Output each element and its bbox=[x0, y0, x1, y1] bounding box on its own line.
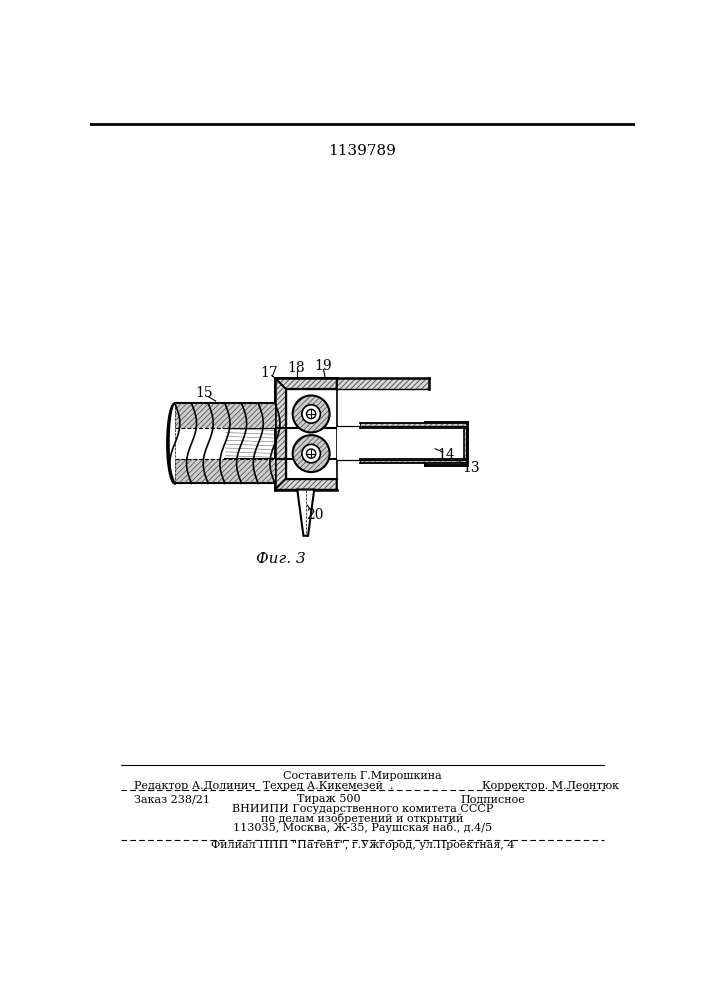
Text: по делам изобретений и открытий: по делам изобретений и открытий bbox=[261, 813, 464, 824]
Bar bbox=[275, 378, 337, 490]
Bar bbox=[360, 459, 467, 463]
Text: 18: 18 bbox=[288, 361, 305, 375]
Text: 17: 17 bbox=[261, 366, 279, 380]
Text: 19: 19 bbox=[314, 359, 332, 373]
Circle shape bbox=[293, 435, 329, 472]
Text: Фиг. 3: Фиг. 3 bbox=[256, 552, 306, 566]
Bar bbox=[337, 426, 464, 460]
Circle shape bbox=[293, 395, 329, 432]
Text: 113035, Москва, Ж-35, Раушская наб., д.4/5: 113035, Москва, Ж-35, Раушская наб., д.4… bbox=[233, 822, 492, 833]
Text: Редактор А.Долинич  Техред А.Кикемезей  .: Редактор А.Долинич Техред А.Кикемезей . bbox=[134, 781, 393, 791]
Text: ВНИИПИ Государственного комитета СССР: ВНИИПИ Государственного комитета СССР bbox=[232, 804, 493, 814]
Polygon shape bbox=[275, 378, 337, 389]
Text: 20: 20 bbox=[306, 508, 324, 522]
Polygon shape bbox=[337, 378, 429, 389]
Text: 15: 15 bbox=[195, 386, 213, 400]
Bar bbox=[360, 423, 467, 428]
Polygon shape bbox=[175, 459, 275, 483]
Polygon shape bbox=[175, 403, 275, 428]
Polygon shape bbox=[337, 428, 467, 459]
Polygon shape bbox=[360, 423, 467, 428]
Text: Подписное: Подписное bbox=[460, 794, 525, 804]
Text: Заказ 238/21: Заказ 238/21 bbox=[134, 794, 210, 804]
Polygon shape bbox=[297, 490, 314, 536]
Text: Корректор. М.Леонтюк: Корректор. М.Леонтюк bbox=[482, 781, 619, 791]
Bar bbox=[337, 428, 467, 459]
Polygon shape bbox=[293, 395, 329, 432]
Text: 14: 14 bbox=[437, 448, 455, 462]
Text: Составитель Г.Мирошкина: Составитель Г.Мирошкина bbox=[283, 771, 442, 781]
Bar bbox=[425, 422, 467, 465]
Text: Тираж 500: Тираж 500 bbox=[297, 794, 361, 804]
Circle shape bbox=[307, 409, 316, 419]
Polygon shape bbox=[360, 459, 467, 463]
Bar bbox=[337, 378, 429, 389]
Polygon shape bbox=[293, 435, 329, 472]
Text: 1139789: 1139789 bbox=[328, 144, 396, 158]
Text: 13: 13 bbox=[462, 461, 480, 475]
Polygon shape bbox=[275, 479, 337, 490]
Circle shape bbox=[307, 449, 316, 458]
Text: Филиал ППП "Патент", г.Ужгород, ул.Проектная, 4: Филиал ППП "Патент", г.Ужгород, ул.Проек… bbox=[211, 840, 514, 850]
Polygon shape bbox=[275, 378, 286, 490]
